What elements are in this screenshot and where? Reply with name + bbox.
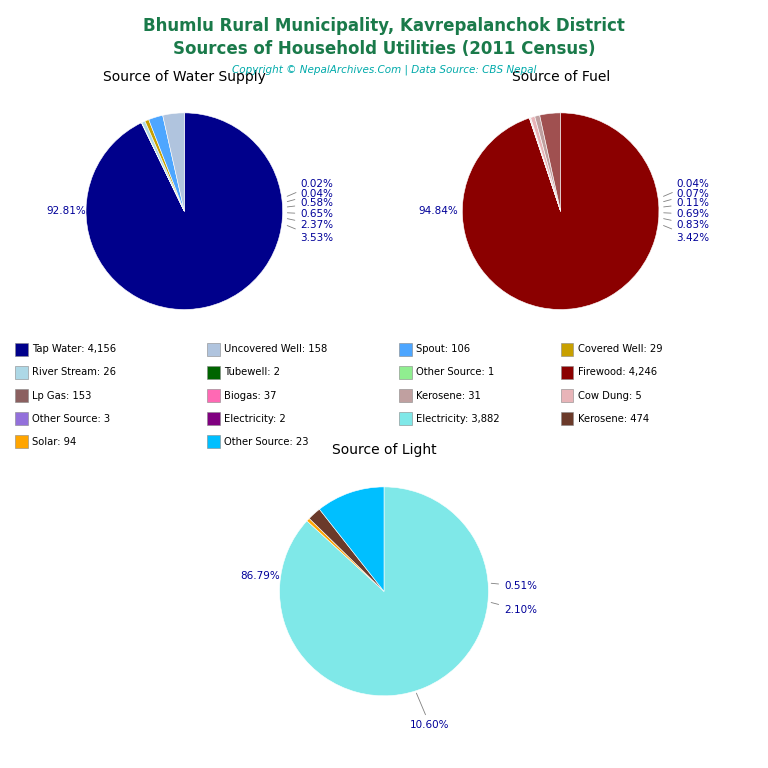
Wedge shape (86, 113, 283, 310)
Text: Uncovered Well: 158: Uncovered Well: 158 (224, 344, 327, 355)
Text: Kerosene: 474: Kerosene: 474 (578, 413, 649, 424)
Wedge shape (462, 113, 659, 310)
Text: 0.04%: 0.04% (664, 179, 710, 197)
Text: Solar: 94: Solar: 94 (32, 436, 77, 447)
Text: Electricity: 3,882: Electricity: 3,882 (416, 413, 500, 424)
Text: Tap Water: 4,156: Tap Water: 4,156 (32, 344, 117, 355)
Bar (15, 412, 28, 425)
Bar (207, 366, 220, 379)
Wedge shape (307, 518, 384, 591)
Wedge shape (530, 118, 561, 211)
Bar (207, 343, 220, 356)
Wedge shape (141, 123, 184, 211)
Text: Biogas: 37: Biogas: 37 (224, 390, 276, 401)
Text: Covered Well: 29: Covered Well: 29 (578, 344, 662, 355)
Text: 92.81%: 92.81% (47, 206, 87, 217)
Bar (561, 366, 573, 379)
Text: 0.11%: 0.11% (664, 198, 710, 208)
Title: Source of Fuel: Source of Fuel (511, 71, 610, 84)
Wedge shape (531, 117, 561, 211)
Wedge shape (141, 123, 184, 211)
Text: 10.60%: 10.60% (410, 694, 449, 730)
Text: 0.69%: 0.69% (664, 209, 710, 219)
Bar (15, 343, 28, 356)
Text: River Stream: 26: River Stream: 26 (32, 367, 116, 378)
Bar (561, 389, 573, 402)
Text: 0.65%: 0.65% (287, 209, 333, 219)
Bar (399, 343, 412, 356)
Text: Lp Gas: 153: Lp Gas: 153 (32, 390, 91, 401)
Bar (15, 389, 28, 402)
Text: 0.07%: 0.07% (664, 188, 710, 202)
Text: Copyright © NepalArchives.Com | Data Source: CBS Nepal: Copyright © NepalArchives.Com | Data Sou… (232, 65, 536, 75)
Text: 2.10%: 2.10% (491, 603, 537, 615)
Text: Other Source: 3: Other Source: 3 (32, 413, 111, 424)
Wedge shape (535, 115, 561, 211)
Text: Other Source: 1: Other Source: 1 (416, 367, 495, 378)
Bar (399, 366, 412, 379)
Text: 0.51%: 0.51% (492, 581, 537, 591)
Text: 86.79%: 86.79% (240, 571, 280, 581)
Text: Bhumlu Rural Municipality, Kavrepalanchok District: Bhumlu Rural Municipality, Kavrepalancho… (143, 17, 625, 35)
Title: Source of Water Supply: Source of Water Supply (103, 71, 266, 84)
Wedge shape (540, 113, 561, 211)
Text: 0.04%: 0.04% (287, 188, 333, 202)
Text: 0.02%: 0.02% (287, 179, 333, 197)
Wedge shape (529, 118, 561, 211)
Text: 2.37%: 2.37% (287, 219, 333, 230)
Wedge shape (319, 487, 384, 591)
Text: Cow Dung: 5: Cow Dung: 5 (578, 390, 641, 401)
Text: 94.84%: 94.84% (418, 206, 458, 217)
Text: Electricity: 2: Electricity: 2 (224, 413, 286, 424)
Text: Other Source: 23: Other Source: 23 (224, 436, 309, 447)
Wedge shape (142, 121, 184, 211)
Text: 0.83%: 0.83% (664, 219, 710, 230)
Bar (561, 412, 573, 425)
Bar (15, 435, 28, 448)
Bar (15, 366, 28, 379)
Bar (207, 412, 220, 425)
Text: 3.53%: 3.53% (287, 226, 333, 243)
Text: Spout: 106: Spout: 106 (416, 344, 470, 355)
Bar (207, 435, 220, 448)
Text: Kerosene: 31: Kerosene: 31 (416, 390, 481, 401)
Wedge shape (163, 113, 184, 211)
Text: 3.42%: 3.42% (664, 226, 710, 243)
Wedge shape (310, 509, 384, 591)
Text: Sources of Household Utilities (2011 Census): Sources of Household Utilities (2011 Cen… (173, 40, 595, 58)
Bar (399, 389, 412, 402)
Text: Firewood: 4,246: Firewood: 4,246 (578, 367, 657, 378)
Text: 0.58%: 0.58% (287, 198, 333, 208)
Bar (207, 389, 220, 402)
Text: Tubewell: 2: Tubewell: 2 (224, 367, 280, 378)
Bar (561, 343, 573, 356)
Wedge shape (280, 487, 488, 696)
Wedge shape (530, 118, 561, 211)
Title: Source of Light: Source of Light (332, 443, 436, 457)
Wedge shape (149, 115, 184, 211)
Bar (399, 412, 412, 425)
Wedge shape (145, 120, 184, 211)
